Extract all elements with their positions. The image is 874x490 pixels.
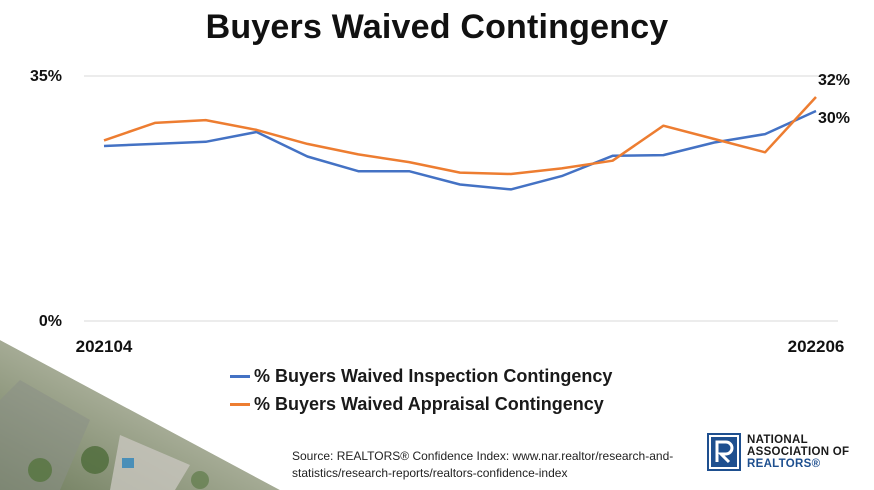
source-line-2: statistics/research-reports/realtors-con… [292, 466, 568, 480]
end-data-label-1: 32% [818, 72, 850, 89]
legend-label-inspection: % Buyers Waived Inspection Contingency [254, 365, 613, 386]
aerial-city-photo [0, 340, 300, 490]
logo-line-3: REALTORS® [747, 458, 821, 470]
end-data-label-0: 30% [818, 110, 850, 127]
realtor-r-logo-icon [707, 433, 741, 471]
legend-item-appraisal: % Buyers Waived Appraisal Contingency [230, 390, 612, 418]
source-line-1: Source: REALTORS® Confidence Index: www.… [292, 449, 674, 463]
source-note: Source: REALTORS® Confidence Index: www.… [292, 448, 702, 482]
logo-text: NATIONAL ASSOCIATION OF REALTORS® [747, 434, 849, 470]
y-tick-label-min: 0% [39, 313, 62, 330]
legend-swatch-inspection [230, 374, 250, 378]
series-layer: 30% 32% [103, 72, 850, 191]
nar-logo: NATIONAL ASSOCIATION OF REALTORS® [707, 433, 849, 471]
series-line-0 [103, 109, 817, 191]
legend-swatch-appraisal [230, 402, 250, 406]
x-tick-label-start: 202104 [76, 337, 133, 356]
x-tick-label-end: 202206 [788, 337, 845, 356]
logo-line-1: NATIONAL [747, 434, 808, 446]
series-line-1 [103, 96, 817, 176]
logo-line-2: ASSOCIATION OF [747, 446, 850, 458]
y-tick-label-max: 35% [30, 68, 62, 85]
line-chart: 35% 0% 202104 202206 30% 32% [30, 68, 850, 356]
legend: % Buyers Waived Inspection Contingency %… [230, 362, 612, 418]
legend-item-inspection: % Buyers Waived Inspection Contingency [230, 362, 612, 390]
chart-title: Buyers Waived Contingency [205, 8, 669, 46]
legend-label-appraisal: % Buyers Waived Appraisal Contingency [254, 393, 604, 414]
